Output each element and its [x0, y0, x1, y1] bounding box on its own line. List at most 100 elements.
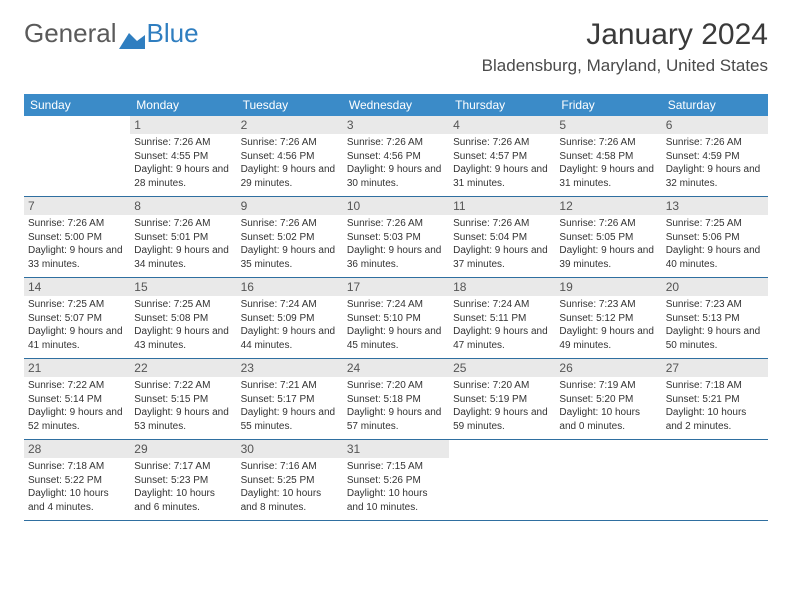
calendar-cell: 1Sunrise: 7:26 AMSunset: 4:55 PMDaylight… [130, 116, 236, 197]
day-number: 15 [130, 278, 236, 296]
day-info: Sunrise: 7:15 AMSunset: 5:26 PMDaylight:… [347, 460, 445, 514]
day-number: 19 [555, 278, 661, 296]
day-number: 30 [237, 440, 343, 458]
day-number: 24 [343, 359, 449, 377]
logo-word1: General [24, 18, 117, 49]
day-number: 14 [24, 278, 130, 296]
weekday-header: Tuesday [237, 94, 343, 116]
weekday-header-row: SundayMondayTuesdayWednesdayThursdayFrid… [24, 94, 768, 116]
day-number: 2 [237, 116, 343, 134]
calendar-cell [555, 440, 661, 521]
day-number: 25 [449, 359, 555, 377]
calendar-cell: 12 Sunrise: 7:26 AMSunset: 5:05 PMDayligh… [555, 197, 661, 278]
calendar-cell: 26 Sunrise: 7:19 AMSunset: 5:20 PMDayligh… [555, 359, 661, 440]
day-info: Sunrise: 7:26 AMSunset: 4:57 PMDaylight:… [453, 136, 551, 190]
calendar-cell: 18Sunrise: 7:24 AMSunset: 5:11 PMDayligh… [449, 278, 555, 359]
weekday-header: Monday [130, 94, 236, 116]
calendar-cell: 5 Sunrise: 7:26 AMSunset: 4:58 PMDaylight… [555, 116, 661, 197]
calendar-cell: 6Sunrise: 7:26 AMSunset: 4:59 PMDaylight… [662, 116, 768, 197]
day-info: Sunrise: 7:26 AMSunset: 5:03 PMDaylight:… [347, 217, 445, 271]
calendar-cell [24, 116, 130, 197]
day-number: 13 [662, 197, 768, 215]
day-number: 26 [555, 359, 661, 377]
day-info: Sunrise: 7:24 AMSunset: 5:09 PMDaylight:… [241, 298, 339, 352]
calendar-cell: 14 Sunrise: 7:25 AMSunset: 5:07 PMDayligh… [24, 278, 130, 359]
day-info: Sunrise: 7:26 AMSunset: 5:01 PMDaylight:… [134, 217, 232, 271]
day-info: Sunrise: 7:26 AMSunset: 5:04 PMDaylight:… [453, 217, 551, 271]
day-info: Sunrise: 7:19 AMSunset: 5:20 PMDaylight:… [559, 379, 657, 433]
calendar-cell: 23 Sunrise: 7:21 AMSunset: 5:17 PMDayligh… [237, 359, 343, 440]
day-info: Sunrise: 7:17 AMSunset: 5:23 PMDaylight:… [134, 460, 232, 514]
calendar-cell [449, 440, 555, 521]
day-info: Sunrise: 7:21 AMSunset: 5:17 PMDaylight:… [241, 379, 339, 433]
calendar-cell: 21 Sunrise: 7:22 AMSunset: 5:14 PMDayligh… [24, 359, 130, 440]
day-number: 11 [449, 197, 555, 215]
day-info: Sunrise: 7:26 AMSunset: 4:55 PMDaylight:… [134, 136, 232, 190]
calendar-cell: 28 Sunrise: 7:18 AMSunset: 5:22 PMDayligh… [24, 440, 130, 521]
calendar-cell: 29 Sunrise: 7:17 AMSunset: 5:23 PMDayligh… [130, 440, 236, 521]
day-number: 5 [555, 116, 661, 134]
day-info: Sunrise: 7:25 AMSunset: 5:08 PMDaylight:… [134, 298, 232, 352]
day-number: 23 [237, 359, 343, 377]
calendar-cell: 11 Sunrise: 7:26 AMSunset: 5:04 PMDayligh… [449, 197, 555, 278]
calendar-cell: 16Sunrise: 7:24 AMSunset: 5:09 PMDayligh… [237, 278, 343, 359]
weekday-header: Friday [555, 94, 661, 116]
calendar-cell: 2 Sunrise: 7:26 AMSunset: 4:56 PMDaylight… [237, 116, 343, 197]
day-info: Sunrise: 7:26 AMSunset: 4:56 PMDaylight:… [241, 136, 339, 190]
logo-word2: Blue [147, 18, 199, 49]
day-number: 3 [343, 116, 449, 134]
day-info: Sunrise: 7:25 AMSunset: 5:07 PMDaylight:… [28, 298, 126, 352]
day-number: 18 [449, 278, 555, 296]
day-info: Sunrise: 7:16 AMSunset: 5:25 PMDaylight:… [241, 460, 339, 514]
day-info: Sunrise: 7:20 AMSunset: 5:19 PMDaylight:… [453, 379, 551, 433]
logo: General Blue [24, 18, 199, 49]
day-info: Sunrise: 7:22 AMSunset: 5:15 PMDaylight:… [134, 379, 232, 433]
day-info: Sunrise: 7:26 AMSunset: 5:05 PMDaylight:… [559, 217, 657, 271]
calendar-cell: 25 Sunrise: 7:20 AMSunset: 5:19 PMDayligh… [449, 359, 555, 440]
calendar-week-row: 7Sunrise: 7:26 AMSunset: 5:00 PMDaylight… [24, 197, 768, 278]
location-text: Bladensburg, Maryland, United States [482, 56, 768, 76]
calendar-cell: 31 Sunrise: 7:15 AMSunset: 5:26 PMDayligh… [343, 440, 449, 521]
calendar-cell: 10 Sunrise: 7:26 AMSunset: 5:03 PMDayligh… [343, 197, 449, 278]
weekday-header: Saturday [662, 94, 768, 116]
day-number: 7 [24, 197, 130, 215]
calendar-cell: 30 Sunrise: 7:16 AMSunset: 5:25 PMDayligh… [237, 440, 343, 521]
calendar-cell: 27 Sunrise: 7:18 AMSunset: 5:21 PMDayligh… [662, 359, 768, 440]
calendar-cell: 3Sunrise: 7:26 AMSunset: 4:56 PMDaylight… [343, 116, 449, 197]
calendar-cell: 8 Sunrise: 7:26 AMSunset: 5:01 PMDaylight… [130, 197, 236, 278]
day-info: Sunrise: 7:24 AMSunset: 5:10 PMDaylight:… [347, 298, 445, 352]
day-info: Sunrise: 7:26 AMSunset: 4:59 PMDaylight:… [666, 136, 764, 190]
day-info: Sunrise: 7:26 AMSunset: 4:58 PMDaylight:… [559, 136, 657, 190]
day-info: Sunrise: 7:18 AMSunset: 5:22 PMDaylight:… [28, 460, 126, 514]
day-number: 22 [130, 359, 236, 377]
weekday-header: Sunday [24, 94, 130, 116]
day-number: 27 [662, 359, 768, 377]
calendar-cell: 9Sunrise: 7:26 AMSunset: 5:02 PMDaylight… [237, 197, 343, 278]
day-number: 10 [343, 197, 449, 215]
day-number: 20 [662, 278, 768, 296]
weekday-header: Thursday [449, 94, 555, 116]
day-number: 29 [130, 440, 236, 458]
calendar-cell: 4Sunrise: 7:26 AMSunset: 4:57 PMDaylight… [449, 116, 555, 197]
logo-icon [119, 25, 145, 43]
calendar-body: 1Sunrise: 7:26 AMSunset: 4:55 PMDaylight… [24, 116, 768, 521]
calendar-cell: 19 Sunrise: 7:23 AMSunset: 5:12 PMDayligh… [555, 278, 661, 359]
calendar-cell: 24 Sunrise: 7:20 AMSunset: 5:18 PMDayligh… [343, 359, 449, 440]
calendar-cell: 22 Sunrise: 7:22 AMSunset: 5:15 PMDayligh… [130, 359, 236, 440]
day-info: Sunrise: 7:23 AMSunset: 5:12 PMDaylight:… [559, 298, 657, 352]
day-info: Sunrise: 7:26 AMSunset: 5:02 PMDaylight:… [241, 217, 339, 271]
day-number: 12 [555, 197, 661, 215]
day-info: Sunrise: 7:22 AMSunset: 5:14 PMDaylight:… [28, 379, 126, 433]
calendar-week-row: 21 Sunrise: 7:22 AMSunset: 5:14 PMDayligh… [24, 359, 768, 440]
day-number: 8 [130, 197, 236, 215]
calendar-week-row: 28 Sunrise: 7:18 AMSunset: 5:22 PMDayligh… [24, 440, 768, 521]
calendar-cell: 20Sunrise: 7:23 AMSunset: 5:13 PMDayligh… [662, 278, 768, 359]
calendar-cell [662, 440, 768, 521]
day-number: 21 [24, 359, 130, 377]
day-info: Sunrise: 7:18 AMSunset: 5:21 PMDaylight:… [666, 379, 764, 433]
weekday-header: Wednesday [343, 94, 449, 116]
calendar-week-row: 14 Sunrise: 7:25 AMSunset: 5:07 PMDayligh… [24, 278, 768, 359]
day-number: 31 [343, 440, 449, 458]
day-number: 28 [24, 440, 130, 458]
day-info: Sunrise: 7:20 AMSunset: 5:18 PMDaylight:… [347, 379, 445, 433]
